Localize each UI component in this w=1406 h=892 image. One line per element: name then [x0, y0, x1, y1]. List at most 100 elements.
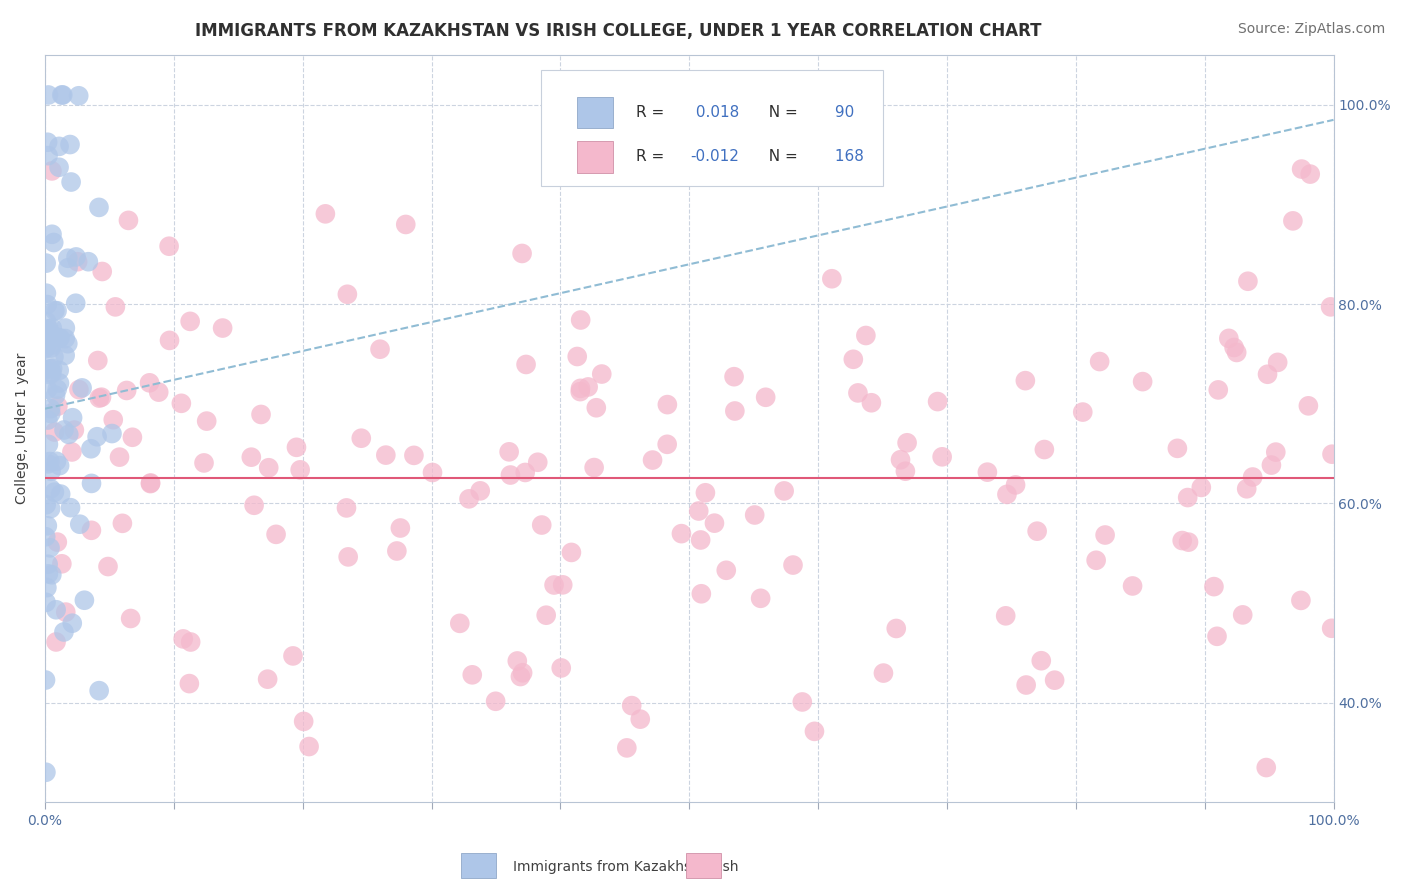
Point: [60, 175, 83, 189]
Point: [337, 549, 360, 564]
FancyBboxPatch shape: [576, 97, 613, 128]
Point: [46, 535, 69, 549]
Point: [80, 476, 103, 491]
Point: [60, 616, 83, 631]
Point: [65, 250, 87, 264]
Point: [38, 368, 60, 382]
Point: [510, 246, 533, 260]
Point: [35, 286, 58, 301]
Point: [37, 87, 59, 102]
Point: [576, 380, 599, 394]
Point: [69, 517, 91, 532]
Point: [53, 348, 76, 362]
Point: [872, 666, 894, 681]
Point: [90, 390, 112, 404]
Point: [37, 566, 59, 581]
Point: [87, 353, 110, 368]
Point: [45, 330, 67, 344]
Point: [59, 500, 82, 515]
Point: [115, 384, 138, 398]
Point: [1264, 445, 1286, 459]
Point: [569, 381, 592, 395]
Point: [749, 591, 772, 606]
Point: [803, 724, 825, 739]
Point: [1260, 458, 1282, 472]
Point: [374, 448, 396, 462]
Point: [724, 404, 747, 418]
Point: [470, 483, 492, 498]
Point: [66, 254, 89, 268]
Point: [264, 527, 287, 541]
Point: [108, 450, 131, 464]
Point: [37, 135, 59, 149]
Point: [773, 483, 796, 498]
Text: N =: N =: [759, 104, 803, 120]
Point: [506, 654, 529, 668]
Point: [256, 672, 278, 686]
Point: [1177, 535, 1199, 549]
Point: [422, 466, 444, 480]
Point: [288, 463, 311, 477]
Point: [39, 341, 62, 355]
Point: [395, 218, 418, 232]
Point: [120, 611, 142, 625]
Point: [35, 581, 58, 595]
Point: [51, 87, 73, 102]
Point: [389, 521, 412, 535]
Point: [39, 407, 62, 421]
Point: [1282, 214, 1305, 228]
Point: [38, 321, 60, 335]
Point: [42, 350, 65, 364]
Point: [34, 342, 56, 356]
Text: Immigrants from Kazakhstan: Immigrants from Kazakhstan: [513, 860, 714, 874]
Point: [551, 578, 574, 592]
Point: [894, 464, 917, 478]
Point: [97, 559, 120, 574]
Point: [49, 487, 72, 501]
Point: [569, 313, 592, 327]
Text: 90: 90: [830, 104, 853, 120]
Point: [60, 445, 83, 459]
Point: [402, 448, 425, 462]
Point: [385, 544, 408, 558]
Point: [628, 712, 651, 726]
Point: [1267, 355, 1289, 369]
Point: [148, 385, 170, 400]
Point: [994, 608, 1017, 623]
Point: [55, 605, 77, 619]
Point: [695, 485, 717, 500]
Point: [976, 465, 998, 479]
Point: [195, 414, 218, 428]
Point: [1237, 274, 1260, 288]
Point: [138, 376, 160, 390]
Point: [1319, 300, 1341, 314]
Point: [39, 501, 62, 516]
Point: [240, 450, 263, 465]
Point: [1257, 368, 1279, 382]
Point: [87, 200, 110, 214]
Point: [34, 530, 56, 544]
Point: [350, 431, 373, 445]
Point: [41, 164, 63, 178]
Point: [56, 260, 79, 275]
Point: [59, 137, 82, 152]
Point: [1241, 470, 1264, 484]
Point: [73, 593, 96, 607]
Point: [842, 352, 865, 367]
Point: [1132, 375, 1154, 389]
Point: [657, 398, 679, 412]
Point: [48, 331, 70, 345]
Point: [67, 88, 90, 103]
Point: [755, 390, 778, 404]
Point: [1189, 480, 1212, 494]
Point: [995, 487, 1018, 501]
Point: [1202, 580, 1225, 594]
Point: [45, 454, 67, 468]
Point: [1223, 341, 1246, 355]
Point: [1122, 579, 1144, 593]
Point: [35, 323, 58, 337]
Point: [657, 437, 679, 451]
Point: [855, 328, 877, 343]
Point: [1236, 482, 1258, 496]
Point: [45, 603, 67, 617]
